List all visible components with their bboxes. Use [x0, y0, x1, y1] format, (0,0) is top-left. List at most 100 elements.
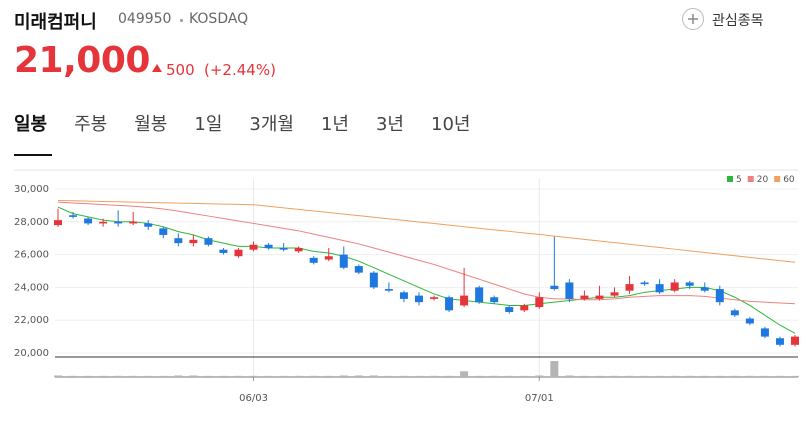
- volume-bar: [294, 375, 303, 377]
- volume-bar: [414, 375, 423, 377]
- volume-bar: [54, 375, 62, 377]
- candle-body: [490, 297, 499, 303]
- legend-label: 20: [757, 175, 769, 185]
- candle-body: [189, 239, 198, 244]
- candle-body: [685, 282, 694, 286]
- volume-bar: [685, 375, 694, 377]
- period-tab[interactable]: 월봉: [134, 114, 168, 135]
- candle-body: [249, 244, 258, 250]
- candle-body: [99, 221, 108, 224]
- company-name: 미래컴퍼니: [14, 12, 97, 33]
- candle-body: [414, 295, 423, 303]
- candle-body: [445, 297, 454, 311]
- volume-bar: [791, 375, 799, 377]
- candle-body: [159, 228, 168, 235]
- legend-label: 60: [783, 175, 795, 185]
- candle-body: [760, 328, 769, 337]
- period-tab[interactable]: 10년: [431, 114, 471, 135]
- volume-bar: [309, 375, 318, 377]
- volume-bar: [670, 375, 679, 377]
- candle-body: [324, 256, 333, 260]
- separator-dot: [180, 19, 183, 22]
- candle-body: [294, 248, 303, 252]
- watch-icon[interactable]: [681, 7, 705, 31]
- volume-bar: [279, 375, 288, 377]
- volume-bar: [745, 375, 754, 377]
- period-tab[interactable]: 3년: [375, 114, 404, 135]
- candle-body: [264, 244, 273, 249]
- watch-button[interactable]: 관심종목: [712, 13, 764, 29]
- volume-bar: [249, 375, 258, 377]
- volume-bar: [595, 375, 604, 377]
- volume-bar: [625, 375, 634, 377]
- volume-bar: [505, 375, 514, 377]
- moving-average-line: [57, 206, 796, 334]
- up-arrow: [152, 64, 162, 72]
- price-change: 500: [166, 61, 195, 79]
- period-tabs: 일봉 주봉 월봉 1일 3개월 1년 3년 10년: [14, 110, 497, 136]
- volume-bar: [129, 375, 138, 377]
- chart: 20,000 22,000 24,000 26,000 28,000 30,000 06/0…: [14, 169, 799, 404]
- volume-bar: [550, 361, 559, 377]
- candle-body: [69, 215, 78, 217]
- volume-bar: [174, 375, 183, 377]
- x-tick-label: 06/03: [239, 393, 268, 404]
- volume-bar: [640, 375, 649, 377]
- candle-body: [114, 221, 123, 224]
- period-tab[interactable]: 1년: [320, 114, 349, 135]
- volume-bar: [460, 371, 469, 377]
- candle-body: [610, 292, 619, 296]
- volume-bar: [535, 375, 544, 377]
- candle-body: [700, 287, 709, 291]
- candle-body: [84, 218, 93, 224]
- volume-bar: [430, 375, 439, 377]
- candle-body: [354, 266, 363, 273]
- candle-body: [234, 249, 243, 257]
- y-tick-label: 26,000: [14, 250, 49, 261]
- candle-body: [279, 248, 288, 250]
- volume-bar: [730, 375, 739, 377]
- period-tab[interactable]: 3개월: [249, 114, 294, 135]
- volume-bar: [775, 375, 784, 377]
- moving-average-line: [57, 201, 796, 305]
- volume-bar: [760, 375, 769, 377]
- volume-bar: [114, 375, 123, 377]
- volume-bar: [324, 375, 333, 377]
- candle-body: [625, 284, 634, 291]
- candle-body: [384, 289, 393, 291]
- candle-body: [54, 220, 62, 226]
- candle-body: [550, 285, 559, 290]
- volume-bar: [144, 375, 153, 377]
- period-tab[interactable]: 일봉: [14, 114, 48, 135]
- candle-body: [144, 223, 153, 227]
- period-tab[interactable]: 1일: [194, 114, 223, 135]
- moving-average-line: [57, 199, 796, 263]
- candle-body: [730, 310, 739, 316]
- volume-bar: [490, 375, 499, 377]
- volume-bar: [700, 375, 709, 377]
- candle-body: [219, 249, 228, 253]
- price: 21,000: [14, 40, 150, 81]
- volume-bar: [264, 375, 273, 377]
- volume-bar: [69, 375, 78, 377]
- volume-bar: [219, 375, 228, 377]
- y-tick-label: 22,000: [14, 315, 49, 326]
- candle-body: [595, 295, 604, 299]
- y-tick-label: 20,000: [14, 348, 49, 359]
- volume-bar: [84, 375, 93, 377]
- y-tick-label: 30,000: [14, 184, 49, 195]
- price-change-pct: (+2.44%): [204, 61, 276, 79]
- volume-bar: [655, 375, 664, 377]
- candle-body: [580, 295, 589, 299]
- volume-bar: [354, 375, 363, 377]
- volume-bar: [339, 375, 348, 377]
- candle-body: [505, 307, 514, 312]
- candle-body: [745, 318, 754, 324]
- legend-label: 5: [736, 175, 742, 185]
- period-tab[interactable]: 주봉: [74, 114, 108, 135]
- candle-body: [565, 282, 574, 299]
- volume-bar: [475, 375, 484, 377]
- candle-body: [520, 305, 529, 311]
